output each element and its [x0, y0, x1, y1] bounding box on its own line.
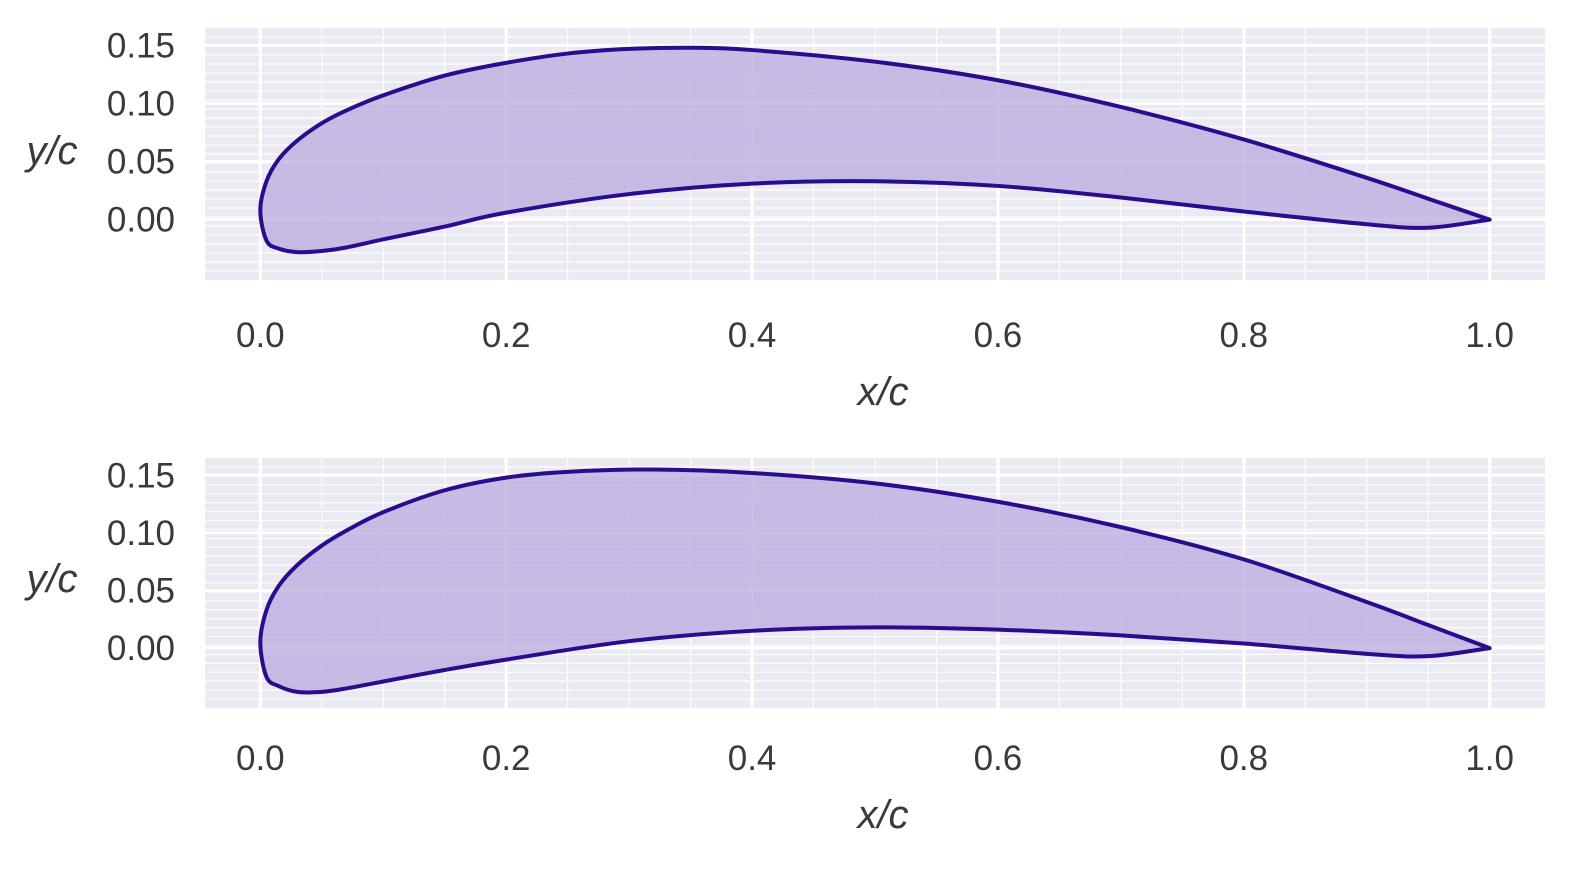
x-tick-label: 0.6	[974, 739, 1023, 778]
x-tick-label: 0.0	[236, 739, 285, 778]
x-axis-label: x/c	[855, 370, 908, 414]
x-tick-label: 0.6	[974, 316, 1023, 355]
y-axis-label: y/c	[23, 129, 77, 173]
x-tick-label: 1.0	[1465, 739, 1514, 778]
y-tick-label: 0.15	[107, 26, 175, 65]
y-tick-label: 0.00	[107, 201, 175, 240]
airfoil-panel-2: 0.0 0.2 0.4 0.6 0.8 1.0 0.00 0.05 0.10 0.15 x/c y/c	[23, 456, 1545, 837]
y-tick-label: 0.10	[107, 84, 175, 123]
y-tick-label: 0.10	[107, 514, 175, 553]
x-tick-label: 0.2	[482, 739, 531, 778]
x-axis-label: x/c	[855, 793, 908, 837]
x-tick-label: 0.8	[1219, 739, 1268, 778]
airfoil-outline	[258, 467, 1492, 695]
x-tick-label: 0.2	[482, 316, 531, 355]
airfoil-outline	[258, 45, 1492, 255]
y-tick-label: 0.05	[107, 571, 175, 610]
x-tick-label: 1.0	[1465, 316, 1514, 355]
x-tick-label: 0.8	[1219, 316, 1268, 355]
y-tick-label: 0.15	[107, 456, 175, 495]
y-tick-label: 0.05	[107, 143, 175, 182]
x-tick-label: 0.0	[236, 316, 285, 355]
airfoil-panel-1: 0.0 0.2 0.4 0.6 0.8 1.0 0.00 0.05 0.10 0.15 x/c y/c	[23, 26, 1545, 414]
y-tick-label: 0.00	[107, 629, 175, 668]
x-tick-label: 0.4	[728, 316, 777, 355]
x-tick-label: 0.4	[728, 739, 777, 778]
y-axis-label: y/c	[23, 557, 77, 601]
